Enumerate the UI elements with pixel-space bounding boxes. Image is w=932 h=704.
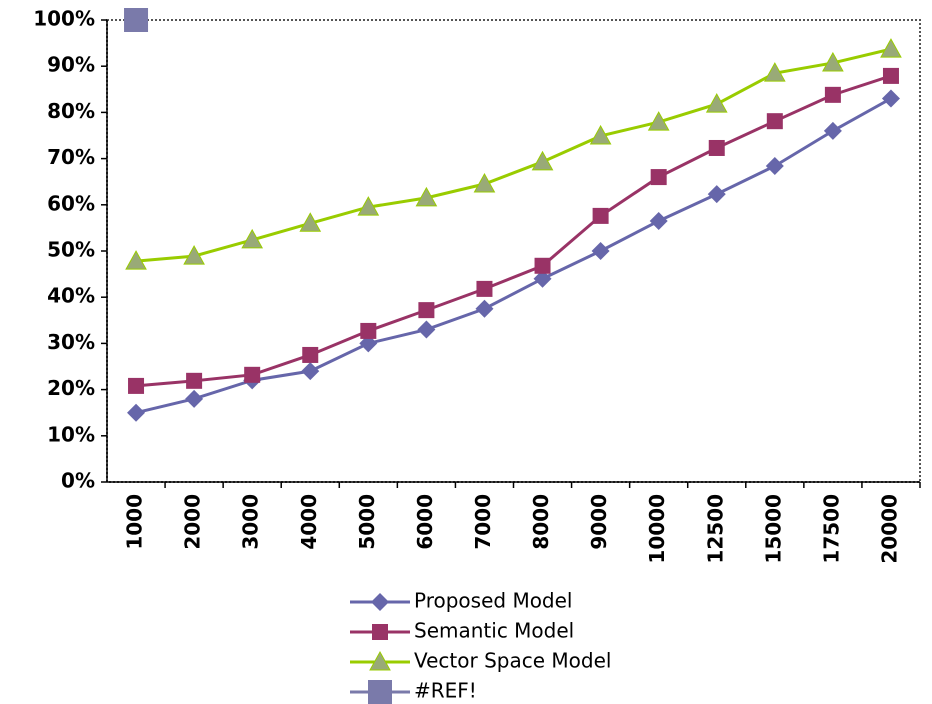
- marker: [124, 8, 149, 32]
- marker: [881, 89, 900, 108]
- y-tick-label: 20%: [47, 376, 95, 400]
- x-tick-label: 3000: [239, 494, 263, 550]
- marker: [591, 242, 610, 260]
- marker: [127, 403, 146, 422]
- y-tick-label: 80%: [47, 99, 95, 123]
- series-line: [135, 74, 892, 388]
- marker: [533, 269, 552, 288]
- marker: [647, 111, 670, 131]
- y-tick-label: 60%: [47, 191, 95, 215]
- marker: [649, 211, 668, 230]
- marker: [244, 366, 261, 383]
- x-tick-label: 6000: [413, 494, 437, 550]
- marker: [299, 212, 322, 232]
- legend-label: Semantic Model: [414, 619, 574, 643]
- x-tick-label: 2000: [181, 494, 205, 550]
- y-tick-label: 100%: [33, 7, 95, 31]
- series-line: [135, 97, 892, 415]
- legend-label: Vector Space Model: [414, 649, 611, 673]
- legend-label: Proposed Model: [414, 589, 573, 613]
- marker: [476, 280, 493, 297]
- marker: [824, 86, 841, 103]
- x-tick-label: 4000: [297, 494, 321, 550]
- marker: [369, 650, 391, 671]
- marker: [360, 322, 377, 339]
- y-tick-label: 30%: [47, 330, 95, 354]
- y-tick-label: 10%: [47, 422, 95, 446]
- marker: [534, 257, 551, 274]
- x-tick-label: 1000: [123, 494, 147, 550]
- marker: [128, 377, 145, 394]
- marker: [368, 680, 392, 704]
- marker: [125, 250, 147, 270]
- plot-area-border: [106, 19, 921, 483]
- marker: [822, 51, 844, 72]
- y-tick-label: 0%: [61, 469, 95, 493]
- x-tick-label: 15000: [761, 494, 785, 564]
- y-tick-label: 70%: [47, 145, 95, 169]
- legend-label: #REF!: [414, 679, 477, 703]
- marker: [475, 299, 494, 318]
- marker: [302, 346, 319, 363]
- y-tick-label: 90%: [47, 53, 95, 77]
- marker: [301, 362, 320, 381]
- x-tick-label: 17500: [819, 494, 843, 564]
- marker: [185, 389, 204, 408]
- marker: [372, 624, 388, 640]
- x-tick-label: 8000: [529, 494, 553, 550]
- marker: [880, 38, 902, 58]
- x-tick-label: 12500: [703, 494, 727, 564]
- marker: [418, 302, 435, 319]
- marker: [183, 245, 205, 265]
- marker: [592, 207, 609, 224]
- y-tick-label: 50%: [47, 238, 95, 262]
- marker: [417, 320, 436, 339]
- marker: [765, 156, 784, 175]
- marker: [371, 593, 389, 611]
- marker: [708, 139, 725, 156]
- series-line: [135, 47, 892, 263]
- x-tick-label: 20000: [877, 494, 901, 564]
- x-tick-label: 10000: [645, 494, 669, 564]
- y-tick-label: 40%: [47, 284, 95, 308]
- marker: [473, 172, 496, 193]
- marker: [707, 185, 726, 204]
- marker: [415, 186, 438, 207]
- marker: [766, 113, 783, 130]
- x-tick-label: 5000: [355, 494, 379, 550]
- marker: [650, 169, 667, 186]
- marker: [705, 93, 728, 113]
- marker: [823, 121, 842, 140]
- marker: [241, 228, 264, 249]
- marker: [589, 124, 612, 145]
- marker: [357, 196, 380, 216]
- marker: [763, 62, 786, 82]
- x-tick-label: 7000: [471, 494, 495, 550]
- x-tick-label: 9000: [587, 494, 611, 550]
- marker: [882, 67, 899, 84]
- marker: [186, 372, 203, 389]
- marker: [531, 150, 554, 171]
